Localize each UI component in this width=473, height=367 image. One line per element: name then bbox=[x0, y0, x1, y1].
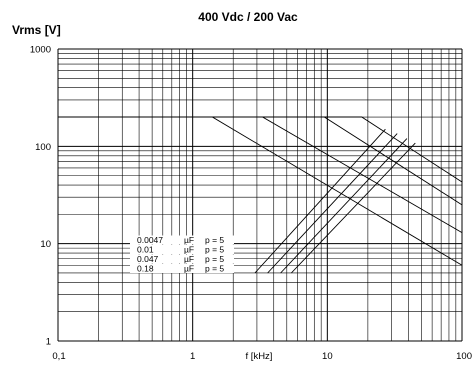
y-axis-label: Vrms [V] bbox=[12, 23, 61, 37]
x-tick-label: 10 bbox=[322, 351, 333, 362]
annotation-p: p = 5 bbox=[205, 264, 224, 274]
annotation-cap: 0.0047 bbox=[137, 235, 163, 245]
annotation-cap: 0.18 bbox=[137, 264, 154, 274]
y-tick-label: 1 bbox=[46, 337, 51, 348]
rising-line bbox=[290, 142, 416, 274]
annotation-unit: µF bbox=[184, 254, 194, 264]
y-tick-label: 100 bbox=[35, 142, 51, 153]
annotation-bg bbox=[130, 254, 234, 264]
curves bbox=[58, 116, 463, 274]
annotation-cap: 0.01 bbox=[137, 245, 154, 255]
annotation-p: p = 5 bbox=[205, 254, 224, 264]
y-tick-label: 1000 bbox=[30, 45, 51, 56]
grid bbox=[57, 48, 463, 342]
annotation-unit: µF bbox=[184, 235, 194, 245]
annotation-bg bbox=[130, 245, 234, 254]
annotation-p: p = 5 bbox=[205, 235, 224, 245]
y-tick-label: 10 bbox=[40, 239, 51, 250]
annotation-unit: µF bbox=[184, 245, 194, 255]
chart-title: 400 Vdc / 200 Vac bbox=[198, 10, 298, 24]
series-line bbox=[58, 116, 463, 233]
x-axis-label: f [kHz] bbox=[246, 351, 273, 362]
x-tick-label: 1 bbox=[190, 351, 195, 362]
annotation-bg bbox=[130, 235, 234, 245]
series-line bbox=[58, 116, 463, 183]
annotation-cap: 0.047 bbox=[137, 254, 159, 264]
rising-line bbox=[254, 128, 386, 274]
annotation-p: p = 5 bbox=[205, 245, 224, 255]
rising-line bbox=[280, 138, 408, 274]
annotations: 0.0047 µF p = 5 0.01 µF p = 5 0.047 µF p = 5 0.18… bbox=[130, 235, 234, 274]
annotation-unit: µF bbox=[184, 264, 194, 274]
series-line bbox=[58, 116, 463, 266]
annotation-bg bbox=[130, 264, 234, 273]
series-line bbox=[58, 116, 463, 206]
x-tick-label: 100 bbox=[456, 351, 472, 362]
x-tick-label: 0,1 bbox=[52, 351, 65, 362]
rising-line bbox=[267, 133, 398, 274]
